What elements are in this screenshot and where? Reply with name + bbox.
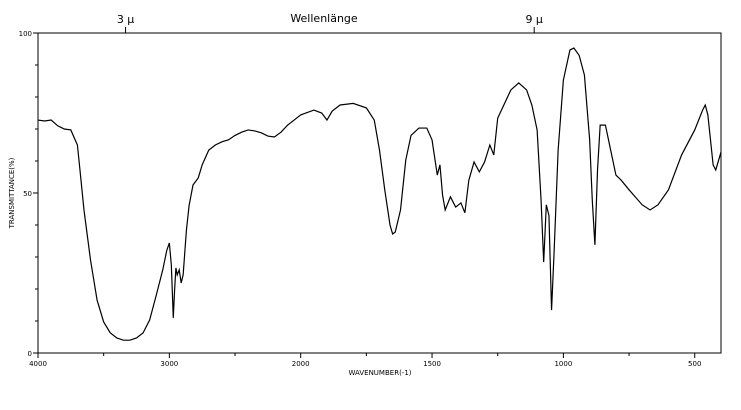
plot-frame [37,32,722,354]
x-tick-label: 2000 [292,360,310,368]
spectrum-line [37,47,722,341]
x2-tick-label: 3 µ [117,13,135,26]
x-tick-label: 3000 [160,360,178,368]
x-tick-label: 500 [688,360,701,368]
x2-tick-label: 9 µ [525,13,543,26]
y-axis-label: TRANSMITTANCE(%) [8,157,16,229]
y-tick-label: 0 [28,350,32,358]
x-tick-label: 1000 [554,360,572,368]
x-tick-label: 4000 [29,360,47,368]
y-tick-label: 50 [23,190,32,198]
chart-title: Wellenlänge [290,12,358,25]
x-axis-label: WAVENUMBER(-1) [348,369,411,377]
y-tick-label: 100 [19,30,32,38]
x-tick-label: 1500 [423,360,441,368]
